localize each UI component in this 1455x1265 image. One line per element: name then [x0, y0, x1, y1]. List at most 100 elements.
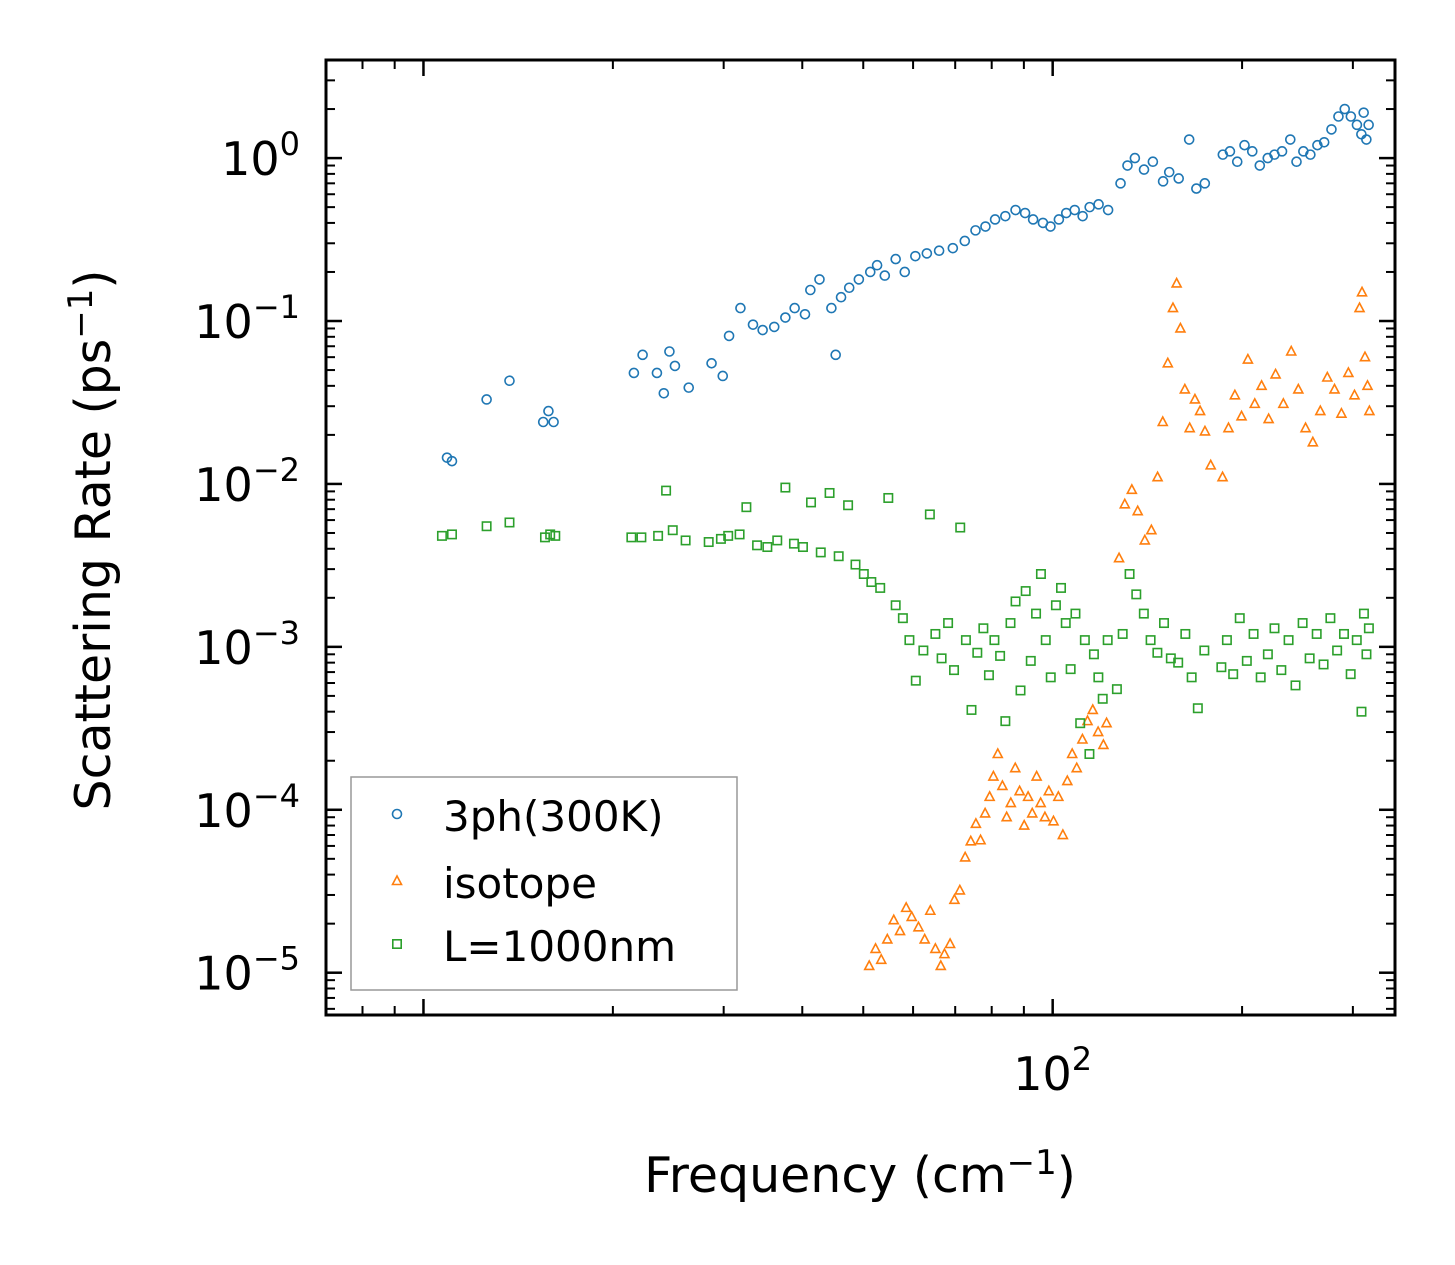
data-point	[959, 850, 971, 862]
data-point	[717, 370, 729, 382]
data-point	[1000, 716, 1011, 727]
data-point	[762, 542, 773, 553]
data-point	[543, 405, 554, 417]
plot-area	[436, 103, 1376, 971]
data-point	[1070, 761, 1083, 773]
data-point	[1053, 214, 1065, 225]
data-point	[1314, 404, 1327, 416]
data-point	[1157, 176, 1169, 187]
data-point	[1167, 301, 1179, 313]
x-axis-label: Frequency (cm−1)	[644, 1143, 1076, 1204]
data-point	[1361, 134, 1372, 145]
data-point	[1351, 119, 1363, 131]
data-point	[850, 559, 861, 570]
data-point	[1045, 672, 1056, 683]
data-point	[995, 650, 1006, 661]
data-point	[1248, 397, 1261, 409]
data-point	[799, 308, 811, 320]
data-point	[983, 670, 994, 681]
data-point	[636, 532, 647, 543]
data-point	[1342, 366, 1355, 378]
data-point	[1332, 645, 1343, 656]
data-point	[1093, 672, 1104, 683]
data-point	[1022, 790, 1034, 802]
data-point	[1093, 199, 1104, 210]
data-point	[706, 358, 717, 369]
data-point	[1183, 134, 1195, 145]
data-point	[835, 291, 847, 303]
data-point	[1145, 523, 1158, 535]
data-point	[959, 235, 971, 247]
axes-frame	[324, 58, 1397, 1017]
data-point	[1026, 806, 1039, 818]
data-point	[1356, 128, 1367, 140]
data-point	[890, 600, 901, 611]
data-point	[1216, 662, 1227, 673]
data-point	[1056, 582, 1067, 593]
data-point	[1009, 761, 1022, 773]
data-point	[1221, 635, 1232, 646]
data-point	[921, 248, 933, 259]
data-point	[1070, 608, 1081, 619]
data-point	[1204, 458, 1217, 470]
svg-text:Frequency (cm−1): Frequency (cm−1)	[644, 1143, 1076, 1204]
data-point	[944, 937, 956, 949]
data-point	[1052, 790, 1065, 802]
data-point	[883, 492, 894, 503]
data-point	[1066, 747, 1079, 759]
data-point	[858, 569, 869, 580]
data-point	[1097, 693, 1108, 704]
data-point	[964, 834, 977, 846]
data-point	[948, 893, 961, 905]
data-point	[897, 613, 908, 624]
data-point	[875, 953, 888, 965]
legend: 3ph(300K) isotope L=1000nm	[350, 776, 738, 991]
data-point	[843, 500, 854, 511]
data-point	[789, 302, 800, 314]
data-point	[1092, 725, 1104, 737]
data-point	[1097, 738, 1110, 750]
data-point	[1242, 352, 1254, 364]
data-point	[894, 924, 906, 936]
data-point	[1235, 409, 1248, 421]
data-point	[1216, 470, 1229, 482]
data-point	[1174, 321, 1187, 333]
data-point	[1000, 810, 1013, 822]
data-point	[1255, 379, 1268, 391]
data-point	[934, 959, 947, 971]
data-point	[980, 221, 991, 232]
data-point	[1019, 207, 1031, 219]
data-point	[1102, 635, 1113, 646]
data-point	[943, 618, 954, 629]
data-point	[910, 250, 921, 262]
data-point	[1292, 382, 1305, 394]
data-point	[1173, 173, 1185, 184]
data-point	[734, 529, 745, 540]
data-point	[1060, 618, 1071, 629]
data-point	[1290, 680, 1301, 691]
data-point	[843, 282, 855, 294]
data-point	[1138, 164, 1150, 175]
data-point	[970, 817, 982, 829]
data-point	[1069, 204, 1081, 216]
data-point	[955, 522, 966, 533]
data-point	[537, 416, 549, 428]
data-point	[1363, 623, 1374, 634]
data-point	[1333, 111, 1344, 122]
data-point	[983, 790, 996, 802]
data-point	[780, 482, 791, 493]
data-point	[741, 502, 752, 513]
data-point	[1034, 796, 1047, 808]
data-point	[936, 653, 947, 664]
data-point	[1035, 569, 1046, 580]
data-point	[890, 253, 901, 265]
data-point	[504, 375, 515, 387]
data-point	[664, 346, 675, 357]
data-point	[1325, 613, 1336, 624]
data-point	[1020, 586, 1031, 597]
data-point	[628, 367, 640, 379]
data-point	[1283, 635, 1294, 646]
data-point	[879, 270, 891, 281]
data-point	[1186, 672, 1197, 683]
data-point	[954, 883, 966, 895]
